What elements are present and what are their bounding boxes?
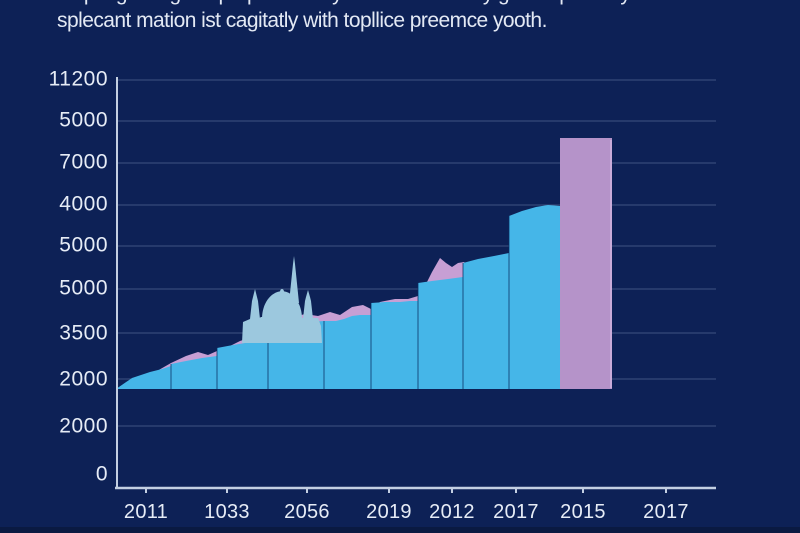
y-tick-label: 5000 [59,233,108,257]
building-silhouette [242,317,322,343]
y-tick-label: 11200 [48,67,108,91]
bottom-strip [0,527,800,533]
x-tick-label: 2011 [123,501,169,523]
x-tick-label: 1033 [204,501,250,523]
y-tick-label: 2000 [59,367,108,391]
building-silhouette [280,289,284,292]
building-silhouette [250,289,260,319]
x-tick-label: 2012 [429,501,475,523]
x-tick-label: 2019 [366,501,412,523]
x-tick-label: 2015 [560,501,606,523]
x-tick-label: 2056 [284,501,330,523]
y-tick-label: 2000 [59,414,108,438]
building-silhouette [289,256,299,303]
y-tick-label: 7000 [59,150,108,174]
subtitle: splecant mation ist cagitatly with topll… [57,9,547,32]
y-tick-label: 5000 [59,108,108,132]
x-tick-label: 2017 [643,501,689,523]
main-area [116,205,560,389]
y-tick-label: 5000 [59,276,108,300]
building-silhouette [303,290,313,319]
highlight-bar [560,138,612,389]
y-tick-label: 3500 [59,321,108,345]
clipped-title-line: sprit gathing the proplet chanty of the … [74,0,734,6]
y-tick-label: 4000 [59,192,108,216]
y-tick-label: 0 [95,462,108,486]
x-tick-label: 2017 [493,501,539,523]
